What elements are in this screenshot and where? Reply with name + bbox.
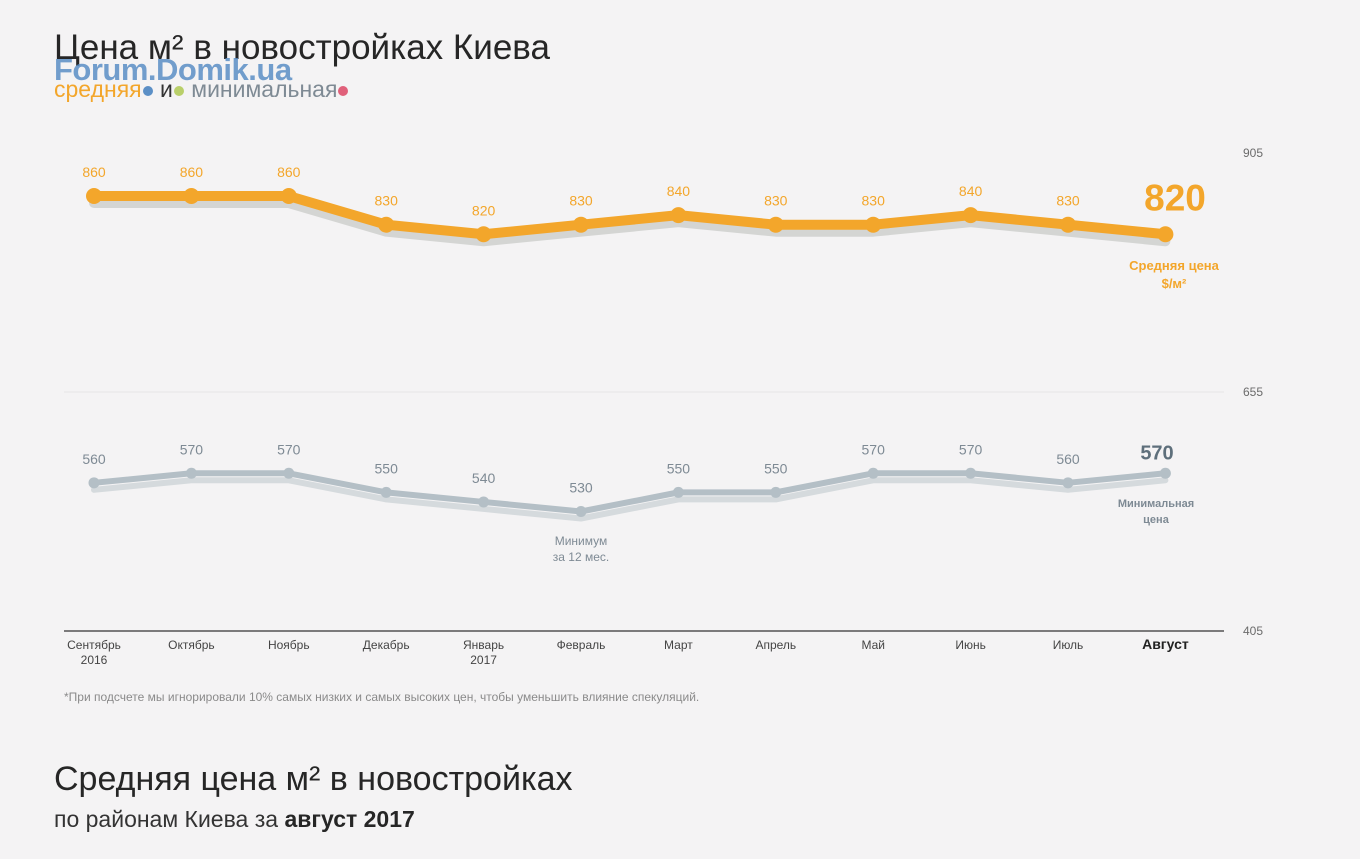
min-data-label: 540 bbox=[472, 470, 496, 486]
min-point bbox=[283, 467, 295, 479]
avg-data-label: 840 bbox=[959, 183, 983, 199]
watermark-logo: Forum.Domik.ua bbox=[54, 52, 292, 87]
min-data-label: 570 bbox=[180, 441, 204, 457]
avg-point bbox=[475, 226, 492, 243]
min-line-shadow bbox=[91, 477, 1169, 522]
avg-end-label: $/м² bbox=[1162, 276, 1187, 291]
min-point bbox=[185, 467, 197, 479]
avg-line-shadow bbox=[89, 198, 1171, 247]
avg-point bbox=[1157, 226, 1174, 243]
section-subtitle: по районам Киева за август 2017 bbox=[54, 806, 415, 833]
min-data-label: 550 bbox=[667, 460, 691, 476]
min-data-label: 560 bbox=[1056, 451, 1080, 467]
legend-dot-blue bbox=[142, 85, 153, 96]
x-tick-label: Ноябрь bbox=[268, 638, 310, 652]
x-tick-label: 2017 bbox=[470, 653, 497, 667]
x-tick-label: Июнь bbox=[955, 638, 986, 652]
avg-data-label: 830 bbox=[569, 193, 593, 209]
x-tick-label: 2016 bbox=[81, 653, 108, 667]
avg-data-label: 830 bbox=[1056, 193, 1080, 209]
avg-data-label: 830 bbox=[862, 193, 886, 209]
y-tick-label: 905 bbox=[1243, 146, 1263, 160]
min-data-label: 550 bbox=[375, 460, 399, 476]
section-title: Средняя цена м² в новостройках bbox=[54, 760, 573, 798]
min-data-label: 570 bbox=[862, 441, 886, 457]
avg-data-label: 830 bbox=[764, 193, 788, 209]
x-tick-label: Июль bbox=[1053, 638, 1084, 652]
avg-point bbox=[378, 216, 395, 233]
avg-point bbox=[1060, 216, 1076, 233]
avg-point bbox=[573, 216, 589, 233]
avg-point bbox=[183, 188, 200, 205]
min-end-label: Минимальная bbox=[1118, 498, 1194, 510]
min-annotation: за 12 мес. bbox=[553, 550, 609, 564]
legend-dot-green bbox=[173, 85, 184, 96]
x-tick-label: Сентябрь bbox=[67, 638, 121, 652]
section-subtitle-bold: август 2017 bbox=[284, 806, 415, 832]
avg-data-label: 860 bbox=[180, 164, 204, 180]
avg-point bbox=[962, 207, 979, 224]
avg-data-label: 820 bbox=[472, 202, 496, 218]
min-point bbox=[672, 486, 684, 498]
avg-last-value: 820 bbox=[1144, 177, 1206, 218]
min-point bbox=[1062, 477, 1074, 489]
min-last-value: 570 bbox=[1140, 442, 1173, 464]
x-tick-label: Октябрь bbox=[168, 638, 215, 652]
subtitle-avg: средняя bbox=[54, 76, 142, 102]
x-tick-label: Март bbox=[664, 638, 693, 652]
min-point bbox=[770, 486, 782, 498]
min-point bbox=[575, 506, 587, 517]
avg-data-label: 860 bbox=[82, 164, 106, 180]
x-tick-label: Апрель bbox=[755, 638, 796, 652]
x-tick-label: Февраль bbox=[557, 638, 606, 652]
avg-data-label: 860 bbox=[277, 164, 301, 180]
min-point bbox=[867, 467, 879, 479]
avg-point bbox=[86, 188, 102, 205]
min-annotation: Минимум bbox=[555, 534, 608, 548]
min-data-label: 560 bbox=[82, 451, 106, 467]
avg-data-label: 840 bbox=[667, 183, 691, 199]
min-point bbox=[88, 477, 100, 489]
min-data-label: 550 bbox=[764, 460, 788, 476]
subtitle-and: и bbox=[160, 76, 173, 102]
min-point bbox=[965, 467, 977, 479]
min-point bbox=[478, 496, 490, 508]
legend-dot-red bbox=[338, 85, 349, 96]
chart-title: Цена м² в новостройках Киева bbox=[54, 28, 550, 67]
avg-point bbox=[280, 188, 297, 205]
min-point bbox=[1159, 467, 1171, 479]
avg-end-label: Средняя цена bbox=[1129, 258, 1220, 273]
min-end-label: цена bbox=[1143, 514, 1170, 526]
section-subtitle-prefix: по районам Киева за bbox=[54, 806, 279, 832]
min-data-label: 570 bbox=[277, 441, 301, 457]
avg-point bbox=[670, 207, 687, 224]
subtitle-min: минимальная bbox=[191, 76, 338, 102]
footnote: *При подсчете мы игнорировали 10% самых … bbox=[64, 690, 700, 704]
avg-line bbox=[89, 191, 1171, 240]
x-tick-label: Май bbox=[861, 638, 885, 652]
min-data-label: 530 bbox=[569, 480, 593, 496]
x-tick-label: Декабрь bbox=[363, 638, 410, 652]
chart-subtitle: средняя и минимальная bbox=[54, 76, 349, 103]
x-tick-label: Январь bbox=[463, 638, 504, 652]
min-line bbox=[91, 470, 1169, 515]
min-data-label: 570 bbox=[959, 441, 983, 457]
y-tick-label: 655 bbox=[1243, 385, 1263, 399]
avg-data-label: 830 bbox=[375, 193, 399, 209]
avg-point bbox=[767, 216, 784, 233]
x-tick-label: Август bbox=[1142, 636, 1189, 652]
min-point bbox=[380, 486, 392, 498]
y-tick-label: 405 bbox=[1243, 624, 1263, 638]
avg-point bbox=[865, 216, 882, 233]
